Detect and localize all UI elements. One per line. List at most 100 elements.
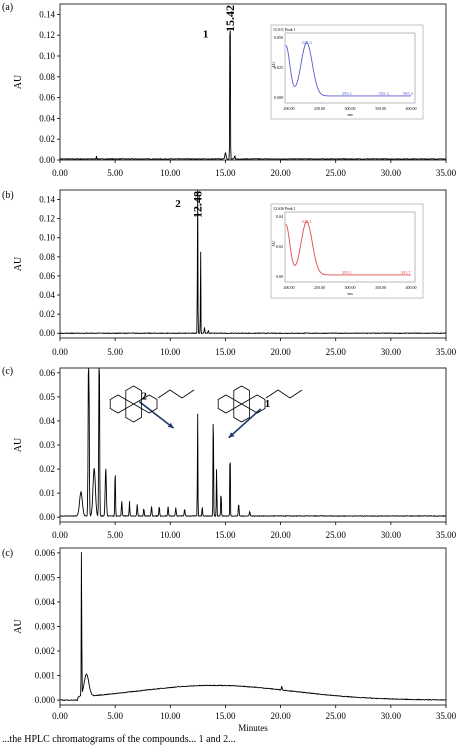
inset-spectrum-line <box>285 42 411 97</box>
x-tick-label: 5.00 <box>107 347 123 357</box>
compound-label: 1 <box>203 28 209 40</box>
y-tick-label: 0.14 <box>39 9 55 19</box>
inset-x-tick: 300.00 <box>345 106 356 111</box>
inset-x-label: nm <box>347 112 353 117</box>
y-tick-label: 0.04 <box>39 290 55 300</box>
x-tick-label: 35.00 <box>436 347 457 357</box>
plot-frame <box>59 367 447 523</box>
x-tick-label: 35.00 <box>436 168 457 178</box>
structure-side-chain <box>157 389 195 399</box>
y-tick-label: 0.12 <box>39 214 55 224</box>
arrow-line <box>228 408 262 439</box>
inset-x-tick: 400.00 <box>406 285 417 290</box>
signal-trace <box>59 189 447 335</box>
x-tick-label: 35.00 <box>436 711 457 721</box>
uv-spectrum-inset: 15.011 Peak 1 AU nm 200.00 250.00 300.00 350.0… <box>270 24 424 120</box>
inset-y-tick: 0.00 <box>276 274 283 279</box>
x-tick-label: 0.00 <box>52 711 68 721</box>
inset-frame <box>270 203 424 299</box>
inset-y-label: AU <box>271 62 276 68</box>
inset-x-tick: 400.00 <box>406 106 417 111</box>
y-tick-label: 0.003 <box>35 622 56 632</box>
x-tick-label: 25.00 <box>326 530 347 540</box>
x-tick-label: 25.00 <box>326 711 347 721</box>
signal-trace <box>59 30 447 161</box>
x-tick-label: 10.00 <box>160 347 181 357</box>
chart-panel-4: (c) AU 0.000 0.001 0.002 0.003 0.004 0.005 0.006… <box>2 547 457 733</box>
y-tick-label: 0.04 <box>39 113 55 123</box>
x-axis-label: Minutes <box>238 723 268 733</box>
inset-y-tick: 0.050 <box>274 35 283 40</box>
inset-plot-frame <box>284 32 416 104</box>
y-tick-label: 0.12 <box>39 30 55 40</box>
chemical-structure-2 <box>217 385 303 423</box>
inset-point-annotation: 295.1 <box>342 270 352 275</box>
chemical-structure-1 <box>109 385 195 423</box>
peak-retention-label: 15.42 <box>223 5 237 32</box>
inset-header: 12.636 Peak 1 <box>273 206 296 211</box>
x-tick-label: 10.00 <box>160 711 181 721</box>
chart-panel-1: (a) AU 0.00 0.02 0.04 0.06 0.08 0.10 0.12 0.14 0.0… <box>2 2 457 178</box>
structure-ring <box>125 385 142 405</box>
chart-panel-3: (c) AU 0.00 0.01 0.02 0.03 0.04 0.05 0.06 0.00 5.0… <box>2 366 457 540</box>
inset-x-tick: 250.00 <box>314 285 325 290</box>
y-tick-label: 0.01 <box>39 488 55 498</box>
y-tick-label: 0.06 <box>39 271 55 281</box>
inset-spectrum-line <box>285 221 411 276</box>
x-tick-label: 20.00 <box>270 168 291 178</box>
inset-y-tick: 0.02 <box>276 244 283 249</box>
arrow-compound-label: 2 <box>141 391 147 403</box>
y-tick-label: 0.04 <box>39 416 55 426</box>
y-tick-label: 0.002 <box>35 646 55 656</box>
y-tick-label: 0.08 <box>39 72 55 82</box>
x-tick-label: 10.00 <box>160 168 181 178</box>
x-tick-label: 5.00 <box>107 711 123 721</box>
y-axis-label: AU <box>13 256 24 271</box>
arrow-compound-label: 1 <box>265 398 271 410</box>
y-axis-label: AU <box>13 619 24 634</box>
y-tick-label: 0.10 <box>39 233 55 243</box>
panel-label: (c) <box>2 548 13 559</box>
y-tick-label: 0.00 <box>39 328 55 338</box>
structure-ring <box>233 385 250 405</box>
x-tick-label: 35.00 <box>436 530 457 540</box>
x-tick-label: 15.00 <box>215 347 236 357</box>
y-tick-label: 0.02 <box>39 464 55 474</box>
inset-plot-frame <box>284 211 416 283</box>
x-tick-label: 10.00 <box>160 530 181 540</box>
x-tick-label: 0.00 <box>52 168 68 178</box>
inset-x-tick: 250.00 <box>314 106 325 111</box>
y-tick-label: 0.03 <box>39 440 55 450</box>
y-axis-label: AU <box>13 74 24 89</box>
y-tick-label: 0.006 <box>35 548 56 558</box>
inset-max-annotation: 229.3 <box>302 40 313 45</box>
uv-spectrum-inset: 12.636 Peak 1 AU nm 200.00 250.00 300.00 350.0… <box>270 203 424 299</box>
x-tick-label: 5.00 <box>107 530 123 540</box>
y-tick-label: 0.00 <box>39 155 55 165</box>
structure-ring <box>248 394 266 414</box>
y-tick-label: 0.005 <box>35 572 56 582</box>
inset-y-tick: 0.04 <box>276 214 283 219</box>
structure-ring <box>233 403 250 423</box>
y-tick-label: 0.02 <box>39 134 55 144</box>
x-tick-label: 20.00 <box>270 711 291 721</box>
inset-header: 15.011 Peak 1 <box>273 27 296 32</box>
y-tick-label: 0.02 <box>39 309 55 319</box>
y-tick-label: 0.08 <box>39 252 55 262</box>
inset-y-tick: 0.000 <box>274 95 283 100</box>
panel-label: (a) <box>2 2 13 13</box>
y-tick-label: 0.000 <box>35 695 56 705</box>
panel-label: (b) <box>2 190 14 201</box>
y-tick-label: 0.00 <box>39 512 55 522</box>
y-tick-label: 0.06 <box>39 93 55 103</box>
x-tick-label: 15.00 <box>215 711 236 721</box>
inset-max-annotation: 229.1 <box>302 219 312 224</box>
x-tick-label: 30.00 <box>381 530 402 540</box>
structure-ring <box>125 403 142 423</box>
inset-x-tick: 200.00 <box>284 285 295 290</box>
structure-ring <box>217 394 235 414</box>
x-tick-label: 30.00 <box>381 711 402 721</box>
y-tick-label: 0.06 <box>39 368 55 378</box>
signal-trace <box>59 367 447 518</box>
